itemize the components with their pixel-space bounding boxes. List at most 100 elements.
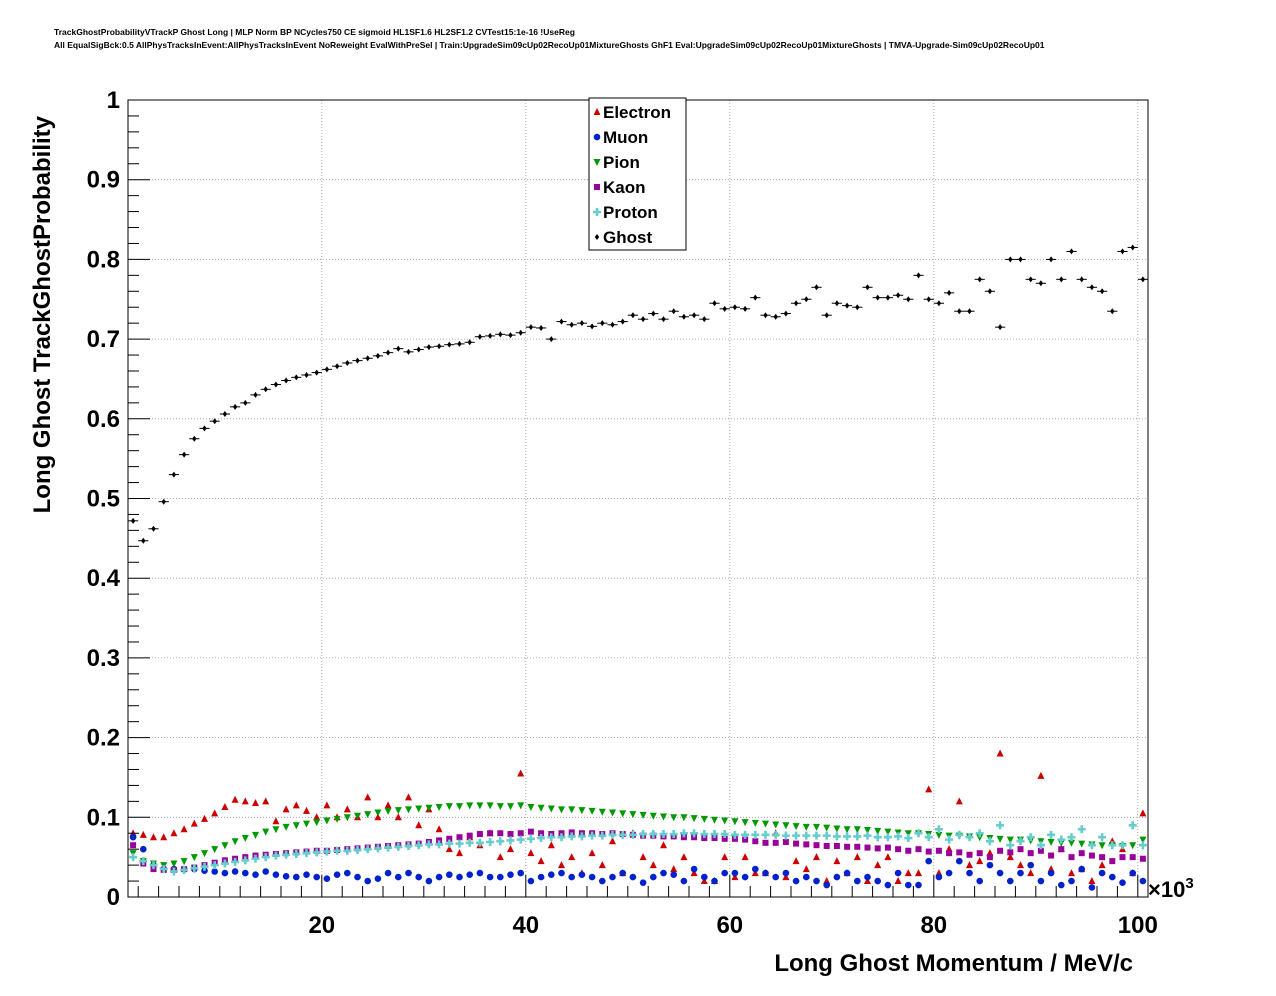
kaon-point xyxy=(925,848,932,855)
kaon-point xyxy=(823,842,830,849)
y-tick-label: 0 xyxy=(107,884,120,911)
x-axis-multiplier-base: ×10 xyxy=(1148,877,1185,902)
electron-point xyxy=(547,841,555,849)
electron-point xyxy=(343,805,351,813)
kaon-point xyxy=(742,836,749,843)
proton-point xyxy=(210,861,219,870)
muon-point xyxy=(721,869,728,877)
ghost-point xyxy=(753,294,758,301)
pion-point xyxy=(415,805,423,813)
proton-point xyxy=(1108,841,1117,850)
muon-point xyxy=(588,873,596,881)
ghost-point xyxy=(691,312,697,319)
ghost-point xyxy=(763,312,768,319)
electron-point xyxy=(282,805,290,813)
electron-point xyxy=(241,797,249,805)
muon-point xyxy=(1068,877,1075,885)
kaon-point xyxy=(854,843,861,850)
muon-point xyxy=(609,873,616,881)
muon-point xyxy=(660,869,667,877)
electron-point xyxy=(700,877,708,885)
proton-point xyxy=(445,839,454,848)
ghost-point xyxy=(151,525,156,532)
pion-point xyxy=(639,811,647,819)
muon-point xyxy=(956,857,963,865)
y-tick-label: 0.9 xyxy=(87,167,120,194)
electron-point xyxy=(864,877,871,885)
proton-point xyxy=(251,854,260,863)
data-points xyxy=(129,244,1147,891)
electron-point xyxy=(680,853,688,861)
muon-point xyxy=(231,868,239,875)
ghost-point xyxy=(1099,288,1105,295)
proton-point xyxy=(812,831,821,840)
ghost-point xyxy=(222,411,228,418)
kaon-point xyxy=(976,850,983,857)
muon-point xyxy=(1037,877,1045,885)
ghost-point xyxy=(824,312,829,319)
muon-point xyxy=(262,868,270,875)
ghost-point xyxy=(375,352,381,359)
proton-point xyxy=(934,825,943,834)
electron-point xyxy=(537,857,545,865)
pion-point xyxy=(792,823,800,831)
proton-point xyxy=(404,841,413,850)
ghost-point xyxy=(589,323,595,330)
muon-point xyxy=(803,873,810,881)
muon-point xyxy=(476,869,484,877)
ghost-point xyxy=(263,386,268,393)
ghost-point xyxy=(396,345,401,352)
kaon-point xyxy=(476,831,483,838)
ghost-point xyxy=(141,537,146,544)
proton-point xyxy=(302,849,311,858)
ghost-point xyxy=(447,341,452,348)
proton-point xyxy=(924,833,933,842)
ghost-point xyxy=(192,435,197,442)
pion-point xyxy=(211,846,219,854)
proton-point xyxy=(751,830,760,839)
proton-point xyxy=(843,832,852,841)
ghost-point xyxy=(1008,256,1013,263)
pion-point xyxy=(333,815,341,823)
kaon-point xyxy=(1119,854,1126,861)
proton-point xyxy=(1128,821,1137,830)
kaon-point xyxy=(1007,849,1014,856)
electron-point xyxy=(1088,877,1096,885)
legend-marker-ghost xyxy=(594,234,600,240)
electron-point xyxy=(802,865,810,873)
muon-point xyxy=(833,873,841,881)
ghost-point xyxy=(528,324,534,331)
proton-point xyxy=(333,846,342,855)
muon-point xyxy=(752,865,759,873)
kaon-point xyxy=(1099,854,1106,861)
ghost-point xyxy=(997,324,1003,331)
ghost-point xyxy=(906,296,911,303)
ghost-point xyxy=(549,336,554,343)
y-tick-label: 0.4 xyxy=(87,565,121,592)
electron-point xyxy=(833,857,841,865)
ghost-point xyxy=(732,304,738,311)
electron-point xyxy=(853,853,861,861)
legend-label-proton: Proton xyxy=(603,203,658,222)
ghost-point xyxy=(875,294,880,301)
electron-point xyxy=(690,869,698,877)
proton-point xyxy=(271,851,280,860)
muon-point xyxy=(1119,879,1126,886)
ghost-point xyxy=(304,371,309,378)
electron-point xyxy=(813,853,820,861)
pion-point xyxy=(598,808,606,816)
proton-point xyxy=(792,831,801,840)
proton-point xyxy=(190,864,199,873)
muon-point xyxy=(333,871,341,878)
proton-point xyxy=(149,861,158,870)
kaon-point xyxy=(935,847,942,854)
pion-point xyxy=(221,842,229,850)
pion-point xyxy=(180,858,188,866)
pion-point xyxy=(731,818,739,826)
ghost-point xyxy=(1069,248,1074,255)
ghost-point xyxy=(702,316,707,323)
kaon-point xyxy=(915,846,922,853)
muon-point xyxy=(966,869,973,877)
electron-point xyxy=(731,873,739,881)
muon-point xyxy=(670,871,677,878)
